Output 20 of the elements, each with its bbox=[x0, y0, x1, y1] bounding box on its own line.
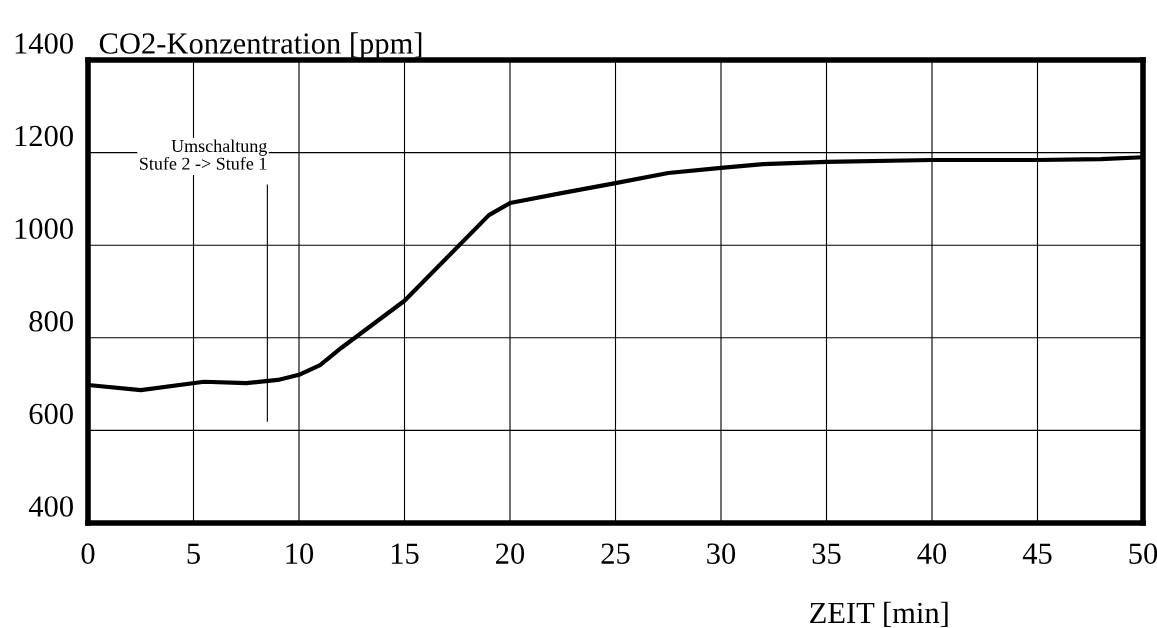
x-tick-label: 15 bbox=[391, 543, 419, 564]
ref-line-label: Umschaltung Stufe 2 -> Stufe 1 bbox=[140, 139, 267, 170]
x-tick-label: 30 bbox=[707, 543, 736, 564]
x-tick-label: 10 bbox=[286, 543, 314, 564]
x-tick-label: 5 bbox=[187, 543, 200, 564]
x-tick-label: 25 bbox=[601, 543, 630, 564]
y-tick-label: 1200 bbox=[15, 125, 73, 147]
x-tick-label: 50 bbox=[1129, 543, 1157, 564]
y-tick-label: 1000 bbox=[15, 218, 73, 239]
x-tick-label: 20 bbox=[496, 543, 525, 564]
x-tick-label: 35 bbox=[812, 543, 841, 564]
x-axis-title: ZEIT [min] bbox=[810, 601, 948, 627]
x-tick-label: 45 bbox=[1022, 543, 1052, 564]
y-tick-label: 800 bbox=[29, 310, 73, 332]
y-tick-label: 1400 bbox=[15, 33, 73, 54]
x-tick-label: 40 bbox=[917, 543, 947, 564]
y-tick-label: 400 bbox=[28, 496, 73, 517]
x-tick-label: 0 bbox=[81, 543, 95, 564]
y-axis-title: CO2-Konzentration [ppm] bbox=[99, 32, 422, 60]
y-tick-label: 600 bbox=[29, 403, 73, 425]
